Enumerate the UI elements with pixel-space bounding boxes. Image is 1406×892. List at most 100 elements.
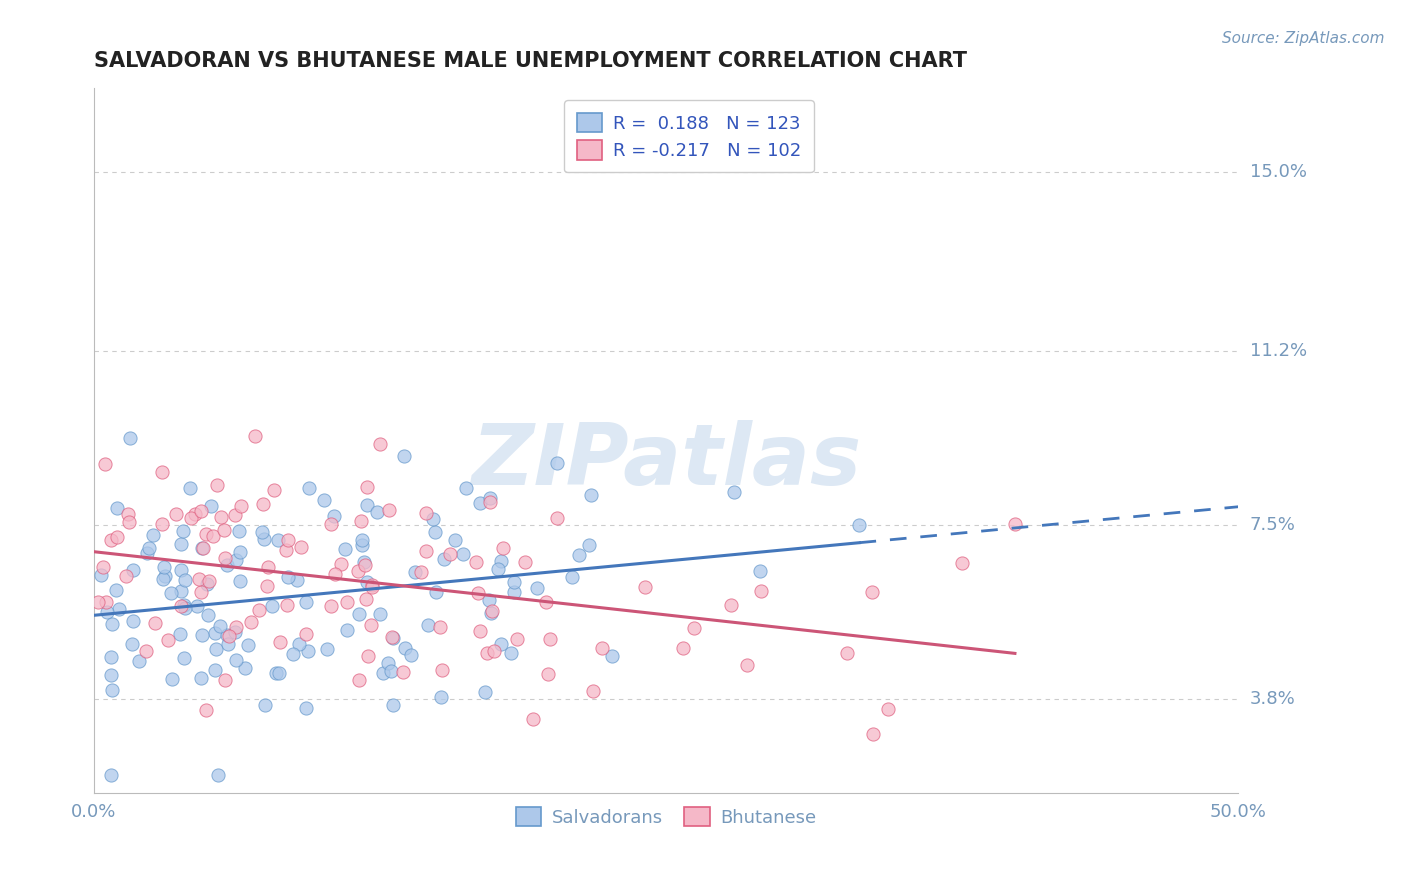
Point <box>267 533 290 547</box>
Point <box>486 562 509 576</box>
Point <box>546 456 568 470</box>
Point <box>225 620 247 634</box>
Point <box>283 647 305 661</box>
Point <box>749 583 772 598</box>
Point <box>138 541 160 555</box>
Point <box>319 517 342 532</box>
Point <box>209 510 232 524</box>
Point <box>117 507 139 521</box>
Point <box>534 595 557 609</box>
Point <box>121 563 143 577</box>
Point <box>429 620 451 634</box>
Point <box>394 640 416 655</box>
Point <box>672 640 695 655</box>
Point <box>166 507 188 521</box>
Point <box>118 515 141 529</box>
Point <box>105 501 128 516</box>
Point <box>143 616 166 631</box>
Point <box>600 648 623 663</box>
Point <box>399 648 422 662</box>
Point <box>253 533 276 547</box>
Point <box>100 649 122 664</box>
Point <box>468 624 491 638</box>
Point <box>169 583 191 598</box>
Point <box>160 672 183 686</box>
Point <box>350 539 373 553</box>
Point <box>179 481 201 495</box>
Text: ZIPatlas: ZIPatlas <box>471 420 862 503</box>
Point <box>357 649 380 664</box>
Point <box>465 554 488 568</box>
Text: 11.2%: 11.2% <box>1250 342 1306 360</box>
Point <box>513 555 536 569</box>
Point <box>353 555 375 569</box>
Point <box>361 578 384 592</box>
Point <box>276 542 298 557</box>
Point <box>247 602 270 616</box>
Point <box>404 565 426 579</box>
Point <box>152 560 174 574</box>
Point <box>228 524 250 538</box>
Point <box>135 643 157 657</box>
Point <box>170 563 193 577</box>
Point <box>94 458 117 472</box>
Text: SALVADORAN VS BHUTANESE MALE UNEMPLOYMENT CORRELATION CHART: SALVADORAN VS BHUTANESE MALE UNEMPLOYMEN… <box>94 51 967 70</box>
Point <box>214 673 236 687</box>
Point <box>142 527 165 541</box>
Point <box>360 618 382 632</box>
Point <box>240 615 263 629</box>
Point <box>479 495 502 509</box>
Point <box>578 538 600 552</box>
Point <box>225 653 247 667</box>
Point <box>269 635 291 649</box>
Point <box>381 631 404 645</box>
Point <box>422 512 444 526</box>
Point <box>356 480 378 494</box>
Point <box>204 642 226 657</box>
Point <box>378 503 401 517</box>
Point <box>354 558 377 572</box>
Point <box>720 598 742 612</box>
Point <box>354 592 377 607</box>
Point <box>336 624 359 638</box>
Point <box>205 478 228 492</box>
Point <box>290 540 312 554</box>
Point <box>433 552 456 566</box>
Point <box>347 564 370 578</box>
Point <box>194 527 217 541</box>
Point <box>214 551 236 566</box>
Point <box>522 712 544 726</box>
Point <box>243 429 266 443</box>
Point <box>425 585 447 599</box>
Point <box>252 497 274 511</box>
Point <box>366 505 388 519</box>
Point <box>150 517 173 532</box>
Point <box>159 586 181 600</box>
Point <box>194 703 217 717</box>
Point <box>276 598 298 612</box>
Point <box>416 618 439 632</box>
Point <box>96 605 118 619</box>
Point <box>392 665 415 679</box>
Point <box>264 666 287 681</box>
Point <box>155 569 177 583</box>
Point <box>322 508 344 523</box>
Point <box>229 574 252 588</box>
Point <box>87 595 110 609</box>
Point <box>377 657 399 671</box>
Point <box>135 546 157 560</box>
Point <box>229 500 252 514</box>
Point <box>415 506 437 520</box>
Point <box>215 628 238 642</box>
Point <box>152 573 174 587</box>
Text: 3.8%: 3.8% <box>1250 690 1295 708</box>
Point <box>394 449 416 463</box>
Point <box>256 579 278 593</box>
Point <box>748 564 770 578</box>
Point <box>368 607 391 621</box>
Point <box>860 585 883 599</box>
Point <box>876 702 898 716</box>
Point <box>90 567 112 582</box>
Point <box>285 573 308 587</box>
Point <box>950 557 973 571</box>
